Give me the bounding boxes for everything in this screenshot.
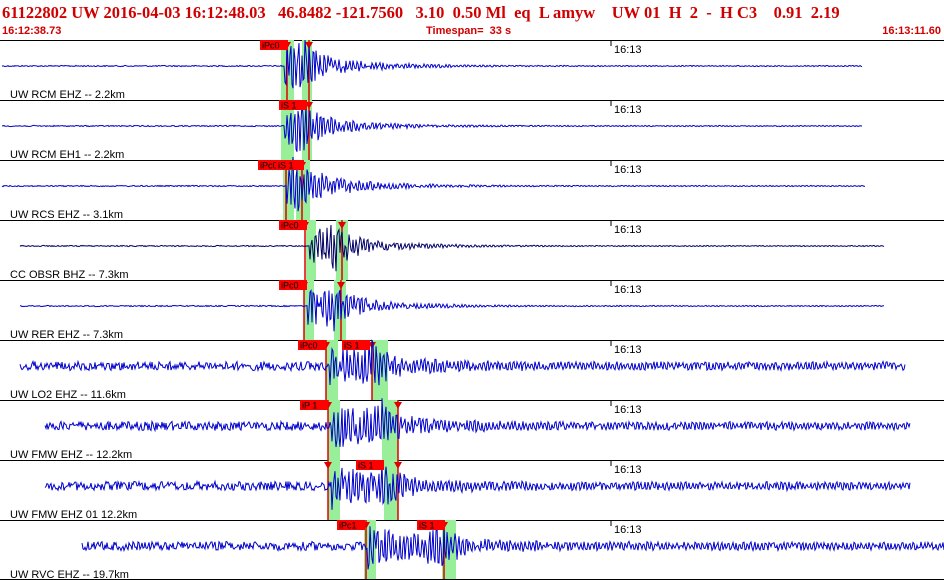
pick-label: iS 1 <box>344 341 360 351</box>
pick-label-bg <box>300 400 328 410</box>
pick-label-bg <box>417 520 445 530</box>
pick-label-bg <box>356 460 384 470</box>
pick-label-bg <box>279 100 307 110</box>
minute-label: 16:13 <box>614 284 642 296</box>
waveform <box>19 338 906 386</box>
pick-label: iPc0 <box>262 41 280 51</box>
waveform <box>44 462 911 510</box>
trace-row: 16:13 iPc0 CC OBSR BHZ -- 7.3km <box>0 220 944 281</box>
pick-marker <box>394 402 402 409</box>
minute-label: 16:13 <box>614 524 642 536</box>
pick-label: iPc0 <box>281 221 299 231</box>
trace-row: 16:13 iPc1 iS 1 UW RVC EHZ -- 19.7km <box>0 520 944 580</box>
station-label: UW RER EHZ -- 7.3km <box>10 329 123 341</box>
pick-label: iPc0 <box>281 281 299 291</box>
minute-label: 16:13 <box>614 44 642 56</box>
pick-label: iS 1 <box>281 101 297 111</box>
pick-marker <box>394 462 402 469</box>
trace-row: 16:13 iPc0 UW RER EHZ -- 7.3km <box>0 280 944 341</box>
trace-row: 16:13 iPc0 iS 1 UW RCS EHZ -- 3.1km <box>0 156 944 221</box>
p-window <box>328 460 340 520</box>
event-summary: 61122802 UW 2016-04-03 16:12:48.03 46.84… <box>2 3 840 22</box>
s-window <box>442 520 456 580</box>
waveform <box>81 524 944 570</box>
station-label: UW RVC EHZ -- 19.7km <box>10 569 129 580</box>
p-window <box>326 340 338 400</box>
station-label: UW RCM EH1 -- 2.2km <box>10 149 124 161</box>
waveform <box>44 398 911 448</box>
minute-label: 16:13 <box>614 404 642 416</box>
trace-row: 16:13 iPc0 UW RCM EHZ -- 2.2km <box>0 40 944 101</box>
p-window <box>364 520 376 580</box>
pick-label: iPc0 <box>300 341 318 351</box>
event-header: 61122802 UW 2016-04-03 16:12:48.03 46.84… <box>0 0 944 40</box>
station-label: UW FMW EHZ 01 12.2km <box>10 509 137 521</box>
minute-label: 16:13 <box>614 224 642 236</box>
pick-label-bg <box>260 40 288 50</box>
pick-label: iS 1 <box>278 161 294 171</box>
trace-row: 16:13 iPc0 iS 1 UW LO2 EHZ -- 11.6km <box>0 338 944 401</box>
seismogram-panel[interactable]: 16:13 iPc0 UW RCM EHZ -- 2.2km 16:13 iS 1 UW … <box>0 40 944 580</box>
minute-label: 16:13 <box>614 464 642 476</box>
pick-label: iPc1 <box>339 521 357 531</box>
pick-label: iS 1 <box>419 521 435 531</box>
waveform <box>1 104 863 152</box>
minute-label: 16:13 <box>614 164 642 176</box>
station-label: UW FMW EHZ -- 12.2km <box>10 449 132 461</box>
pick-label-bg <box>342 340 370 350</box>
trace-row: 16:13 iS 1 UW RCM EH1 -- 2.2km <box>0 100 944 161</box>
trace-row: 16:13 iP 1 UW FMW EHZ -- 12.2km <box>0 398 944 461</box>
pick-marker <box>305 42 313 49</box>
pick-label-bg <box>258 160 286 170</box>
waveform <box>1 40 863 89</box>
minute-label: 16:13 <box>614 344 642 356</box>
waveform <box>20 288 885 332</box>
s-window <box>384 460 398 520</box>
end-time: 16:13:11.60 <box>882 25 941 37</box>
pick-marker <box>337 282 345 289</box>
station-label: UW LO2 EHZ -- 11.6km <box>10 389 126 401</box>
pick-label: iS 1 <box>358 461 374 471</box>
station-label: UW RCM EHZ -- 2.2km <box>10 89 125 101</box>
trace-row: 16:13 iS 1 UW FMW EHZ 01 12.2km <box>0 460 944 521</box>
pick-marker <box>324 462 332 469</box>
pick-label-bg <box>276 160 304 170</box>
p-window <box>328 400 340 460</box>
pick-label-bg <box>279 220 307 230</box>
station-label: CC OBSR BHZ -- 7.3km <box>10 269 129 281</box>
station-label: UW RCS EHZ -- 3.1km <box>10 209 123 221</box>
timespan-label: Timespan= 33 s <box>426 25 512 37</box>
minute-label: 16:13 <box>614 104 642 116</box>
pick-label: iP 1 <box>302 401 317 411</box>
pick-label-bg <box>298 340 326 350</box>
pick-label-bg <box>279 280 307 290</box>
waveform <box>19 224 885 272</box>
waveform <box>1 156 866 212</box>
start-time: 16:12:38.73 <box>2 25 62 37</box>
pick-marker <box>338 222 346 229</box>
p-window <box>283 160 294 220</box>
pick-label-bg <box>337 520 365 530</box>
pick-label: iPc0 <box>260 161 278 171</box>
